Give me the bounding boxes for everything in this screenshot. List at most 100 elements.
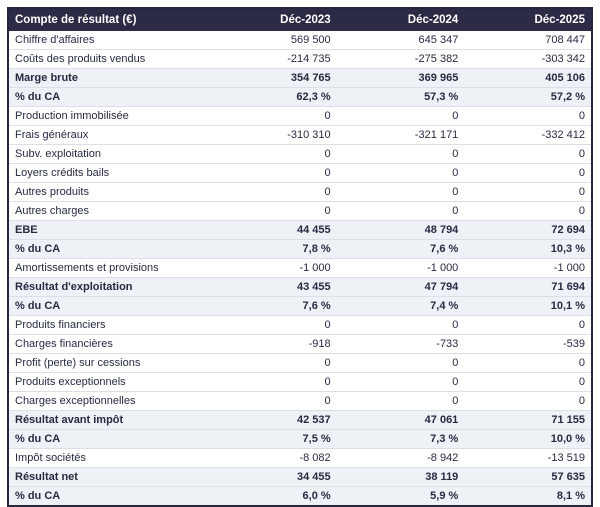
cell-dec-2025: 71 694 [464, 277, 592, 297]
cell-dec-2024: 47 794 [336, 277, 465, 297]
cell-dec-2025: 405 106 [464, 68, 592, 88]
row-label: Amortissements et provisions [8, 258, 210, 278]
cell-dec-2023: 62,3 % [209, 87, 337, 107]
income-statement-table: Compte de résultat (€) Déc-2023 Déc-2024… [7, 7, 593, 507]
cell-dec-2023: 0 [209, 144, 337, 164]
table-row: Production immobilisée 0 0 0 [8, 106, 592, 126]
cell-dec-2024: -8 942 [336, 448, 465, 468]
cell-dec-2025: 57,2 % [464, 87, 592, 107]
row-label: Chiffre d'affaires [15, 34, 95, 46]
cell-dec-2023: -8 082 [209, 448, 337, 468]
cell-dec-2024: 57,3 % [336, 87, 465, 107]
row-label: % du CA [8, 296, 210, 316]
table-row: EBE 44 455 48 794 72 694 [8, 220, 592, 240]
cell-dec-2023: 0 [209, 391, 337, 411]
cell-dec-2024: 38 119 [336, 467, 465, 487]
cell-dec-2023: 0 [209, 163, 337, 183]
row-label: % du CA [8, 239, 210, 259]
row-label: Produits financiers [8, 315, 210, 335]
table-row: Produits exceptionnels 0 0 0 [8, 372, 592, 392]
table-row: Produits financiers 0 0 0 [8, 315, 592, 335]
cell-dec-2024: 0 [336, 201, 465, 221]
cell-dec-2023: -918 [209, 334, 337, 354]
row-label: Charges exceptionnelles [8, 391, 210, 411]
cell-dec-2025: -303 342 [464, 49, 592, 69]
table-row: % du CA 6,0 % 5,9 % 8,1 % [8, 486, 592, 506]
cell-dec-2024: 645 347 [418, 34, 459, 46]
cell-dec-2023: 43 455 [209, 277, 337, 297]
row-label: Impôt sociétés [8, 448, 210, 468]
row-label: Résultat d'exploitation [8, 277, 210, 297]
cell-dec-2023: 7,5 % [209, 429, 337, 449]
row-label: Charges financières [8, 334, 210, 354]
cell-dec-2023: -310 310 [209, 125, 337, 145]
table-row: Subv. exploitation 0 0 0 [8, 144, 592, 164]
cell-dec-2023: 0 [209, 353, 337, 373]
table-row: Résultat d'exploitation 43 455 47 794 71… [8, 277, 592, 297]
column-header-dec-2024: Déc-2024 [336, 8, 465, 31]
row-label: Frais généraux [8, 125, 210, 145]
row-label: % du CA [8, 486, 210, 506]
row-label: Profit (perte) sur cessions [8, 353, 210, 373]
cell-dec-2023: 354 765 [209, 68, 337, 88]
cell-dec-2024: 47 061 [336, 410, 465, 430]
row-label: EBE [8, 220, 210, 240]
cell-dec-2023: 34 455 [209, 467, 337, 487]
cell-dec-2023: 44 455 [209, 220, 337, 240]
cell-dec-2025: 8,1 % [464, 486, 592, 506]
row-label: Autres produits [8, 182, 210, 202]
table-row: Résultat avant impôt 42 537 47 061 71 15… [8, 410, 592, 430]
table-row: Charges financières -918 -733 -539 [8, 334, 592, 354]
cell-dec-2025: 0 [464, 182, 592, 202]
table-row: Frais généraux -310 310 -321 171 -332 41… [8, 125, 592, 145]
column-header-dec-2023: Déc-2023 [209, 8, 337, 31]
cell-dec-2025: 0 [464, 163, 592, 183]
cell-dec-2025: 57 635 [464, 467, 592, 487]
table-row: % du CA 7,8 % 7,6 % 10,3 % [8, 239, 592, 259]
column-header-dec-2025: Déc-2025 [464, 8, 592, 31]
row-label: Production immobilisée [8, 106, 210, 126]
cell-dec-2024: 7,6 % [336, 239, 465, 259]
table-row: Autres produits 0 0 0 [8, 182, 592, 202]
cell-dec-2023: -214 735 [209, 49, 337, 69]
cell-dec-2025: 0 [464, 144, 592, 164]
cell-dec-2025: 10,0 % [464, 429, 592, 449]
table-row: Chiffre d'affaires 569 500 645 347 708 4… [8, 31, 592, 50]
table-body: Chiffre d'affaires 569 500 645 347 708 4… [8, 31, 592, 506]
cell-dec-2025: 10,1 % [464, 296, 592, 316]
row-label: % du CA [8, 87, 210, 107]
cell-dec-2025: 0 [464, 391, 592, 411]
cell-dec-2025: 708 447 [545, 34, 585, 46]
cell-dec-2023: 42 537 [209, 410, 337, 430]
cell-dec-2023: 569 500 [290, 34, 331, 46]
table-row: Résultat net 34 455 38 119 57 635 [8, 467, 592, 487]
row-label: Subv. exploitation [8, 144, 210, 164]
row-label: Loyers crédits bails [8, 163, 210, 183]
cell-dec-2024: -275 382 [336, 49, 465, 69]
cell-dec-2023: 6,0 % [209, 486, 337, 506]
column-header-account: Compte de résultat (€) [8, 8, 210, 31]
cell-dec-2024: 7,4 % [336, 296, 465, 316]
cell-dec-2025: 0 [464, 201, 592, 221]
cell-dec-2023: 7,6 % [209, 296, 337, 316]
cell-dec-2024: 0 [336, 315, 465, 335]
row-label: Coûts des produits vendus [8, 49, 210, 69]
cell-dec-2024: 0 [336, 163, 465, 183]
cell-dec-2023: 0 [209, 182, 337, 202]
row-label: % du CA [8, 429, 210, 449]
table-row: Coûts des produits vendus -214 735 -275 … [8, 49, 592, 69]
cell-dec-2024: 0 [336, 144, 465, 164]
cell-dec-2025: -13 519 [464, 448, 592, 468]
cell-dec-2025: 72 694 [464, 220, 592, 240]
cell-dec-2025: 71 155 [464, 410, 592, 430]
table-row: Loyers crédits bails 0 0 0 [8, 163, 592, 183]
cell-dec-2023: 0 [209, 201, 337, 221]
cell-dec-2024: -733 [336, 334, 465, 354]
cell-dec-2024: -321 171 [336, 125, 465, 145]
row-label: Produits exceptionnels [8, 372, 210, 392]
cell-dec-2025: -539 [464, 334, 592, 354]
cell-dec-2023: 7,8 % [209, 239, 337, 259]
cell-dec-2024: 0 [336, 391, 465, 411]
cell-dec-2025: 0 [464, 353, 592, 373]
cell-dec-2025: 0 [464, 106, 592, 126]
